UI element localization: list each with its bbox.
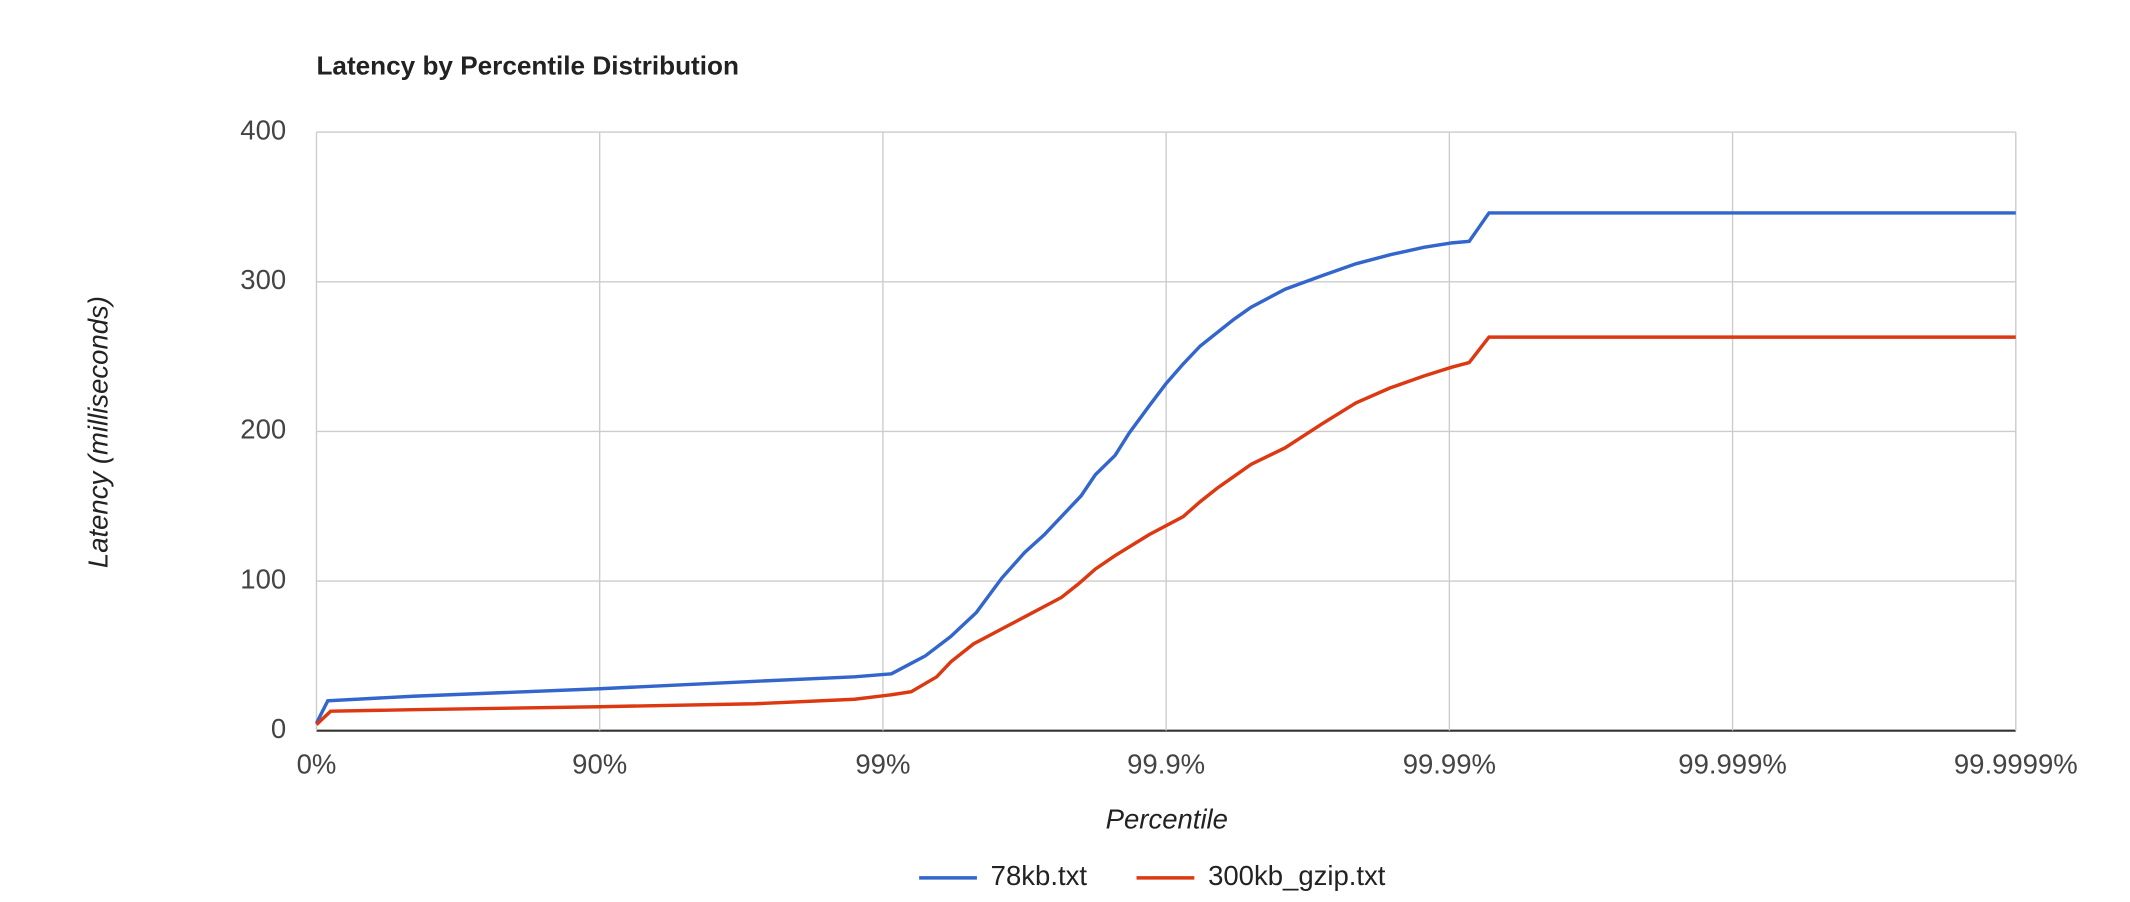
x-tick-label: 99.99% [1403,749,1496,780]
y-tick-label: 100 [240,563,286,594]
legend-label: 78kb.txt [991,860,1088,891]
y-tick-label: 0 [271,713,286,744]
x-tick-label: 99% [855,749,910,780]
y-tick-label: 400 [240,114,286,145]
legend-label: 300kb_gzip.txt [1208,860,1386,891]
x-tick-label: 99.9% [1127,749,1205,780]
y-tick-label: 200 [240,414,286,445]
x-axis-label: Percentile [1106,804,1228,835]
x-tick-label: 99.999% [1678,749,1787,780]
line [315,335,2016,726]
chart-title: Latency by Percentile Distribution [316,50,738,80]
x-tick-label: 99.9999% [1954,749,2078,780]
y-tick-label: 300 [240,264,286,295]
x-tick-label: 0% [297,749,337,780]
line [314,211,2016,724]
y-axis-label: Latency (milliseconds) [83,296,114,568]
x-tick-label: 90% [572,749,627,780]
